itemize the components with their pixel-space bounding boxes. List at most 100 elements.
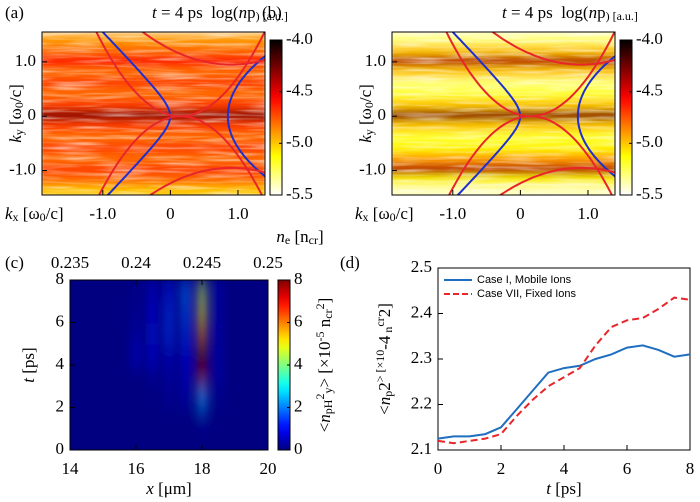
label-part: ) [a.u.]: [256, 9, 288, 23]
y-tick-label: 1.0: [15, 51, 36, 70]
dispersion-curve: [451, 32, 522, 195]
x-axis-label: kx [ω0/c]: [5, 204, 64, 224]
panel-label: (d): [340, 253, 360, 272]
heatmap-cell: [216, 280, 221, 303]
label-part: 0: [12, 102, 26, 108]
heatmap-cell: [216, 428, 221, 450]
heatmap-cell: [150, 386, 155, 409]
label-part: /c]: [46, 204, 64, 223]
label-part: [ps]: [551, 479, 582, 498]
heatmap-cell: [117, 343, 122, 366]
y-axis-label: ky [ω0/c]: [356, 84, 376, 143]
panel-title: t = 4 ps log(np) [a.u.]: [152, 3, 288, 23]
label-part: p: [381, 391, 395, 397]
label-part: 0: [362, 102, 376, 108]
label-part: k: [356, 135, 375, 143]
heatmap-cell: [117, 428, 122, 450]
dispersion-curve: [95, 32, 265, 118]
panel-label: (a): [5, 3, 24, 22]
heatmap-cell: [150, 407, 155, 430]
heatmap-cell: [183, 365, 188, 388]
y-tick-label: 0: [56, 439, 65, 458]
label-part: [ω: [19, 204, 40, 223]
x-tick-label: -1.0: [89, 204, 116, 223]
label-part: x: [363, 210, 369, 224]
label-part: n: [381, 327, 395, 336]
x-tick-label: 14: [62, 459, 80, 478]
heatmap-cell: [150, 365, 155, 388]
label-part: n: [315, 318, 334, 331]
heatmap-cells: [117, 280, 221, 450]
x-tick-label: 1.0: [577, 204, 598, 223]
label-part: > [×10: [373, 350, 387, 383]
heatmap-cell: [117, 301, 122, 324]
dispersion-curve: [148, 166, 265, 195]
label-part: x: [13, 210, 19, 224]
label-part: /c]: [356, 84, 375, 102]
colorbar-tick-label: 8: [294, 269, 303, 288]
y-tick-label: -1.0: [9, 159, 36, 178]
heatmap-cell: [216, 343, 221, 366]
y-tick-label: 2.1: [411, 439, 432, 458]
heatmap-cell: [133, 322, 139, 345]
label-part: [ω: [356, 108, 375, 129]
heatmap-cell: [216, 322, 221, 345]
x2-axis-label: ne [ncr]: [276, 227, 323, 247]
heatmap-cell: [150, 428, 155, 450]
heatmap-cell: [166, 365, 172, 388]
heatmap-texture: [392, 32, 615, 195]
y-tick-label: 2.5: [411, 257, 432, 276]
label-part: n: [589, 3, 598, 22]
x-tick-label: 20: [260, 459, 277, 478]
heatmap-cell: [166, 343, 172, 366]
y-tick-label: 0: [28, 105, 37, 124]
plot-area: [70, 280, 268, 450]
heatmap-cell: [133, 301, 139, 324]
heatmap-cell: [199, 280, 205, 303]
label-part: t: [19, 377, 38, 383]
y-tick-label: 2: [56, 396, 65, 415]
label-part: /c]: [396, 204, 414, 223]
heatmap-cell: [117, 407, 122, 430]
heatmap-cell: [150, 301, 155, 324]
heatmap-cell: [182, 322, 189, 345]
label-part: [n: [290, 227, 309, 246]
heatmap-cell: [166, 322, 172, 345]
heatmap-cell: [117, 365, 122, 388]
y-tick-label: 6: [56, 311, 65, 330]
dispersion-curve: [226, 54, 265, 178]
heatmap-texture: [42, 32, 265, 195]
label-part: cr: [373, 317, 387, 326]
x2-tick-label: 0.245: [183, 253, 221, 272]
colorbar-tick-label: -4.0: [286, 29, 313, 48]
colorbar-tick-label: 0: [294, 439, 303, 458]
plot-area: [392, 32, 615, 195]
heatmap-cell: [199, 322, 205, 345]
label-part: k: [6, 135, 25, 143]
legend-label: Case I, Mobile Ions: [477, 274, 572, 286]
plot-area: [42, 32, 265, 195]
heatmap-cell: [133, 365, 139, 388]
heatmap-cell: [117, 280, 122, 303]
label-part: /c]: [6, 84, 25, 102]
legend-label: Case VII, Fixed Ions: [477, 288, 577, 300]
x2-tick-label: 0.25: [253, 253, 283, 272]
colorbar: [620, 40, 632, 195]
colorbar-tick-label: -4.0: [636, 29, 663, 48]
dispersion-curve: [141, 32, 265, 66]
heatmap-cell: [150, 343, 155, 366]
heatmap-cell: [183, 428, 188, 450]
label-part: 2: [313, 394, 327, 400]
heatmap-cell: [166, 280, 172, 303]
label-part: <: [315, 423, 334, 433]
colorbar-tick-label: 2: [294, 396, 303, 415]
label-part: ) [a.u.]: [606, 9, 638, 23]
label-part: = 4 ps log(: [507, 3, 589, 22]
panel-label: (b): [262, 3, 282, 22]
label-part: 0: [390, 210, 396, 224]
x-axis-label: kx [ω0/c]: [355, 204, 414, 224]
heatmap-cell: [150, 280, 155, 303]
colorbar-tick-label: -5.5: [286, 184, 313, 203]
colorbar-label: <npH2y> [×10-5 ncr2]: [313, 298, 335, 433]
heatmap-cell: [183, 407, 188, 430]
